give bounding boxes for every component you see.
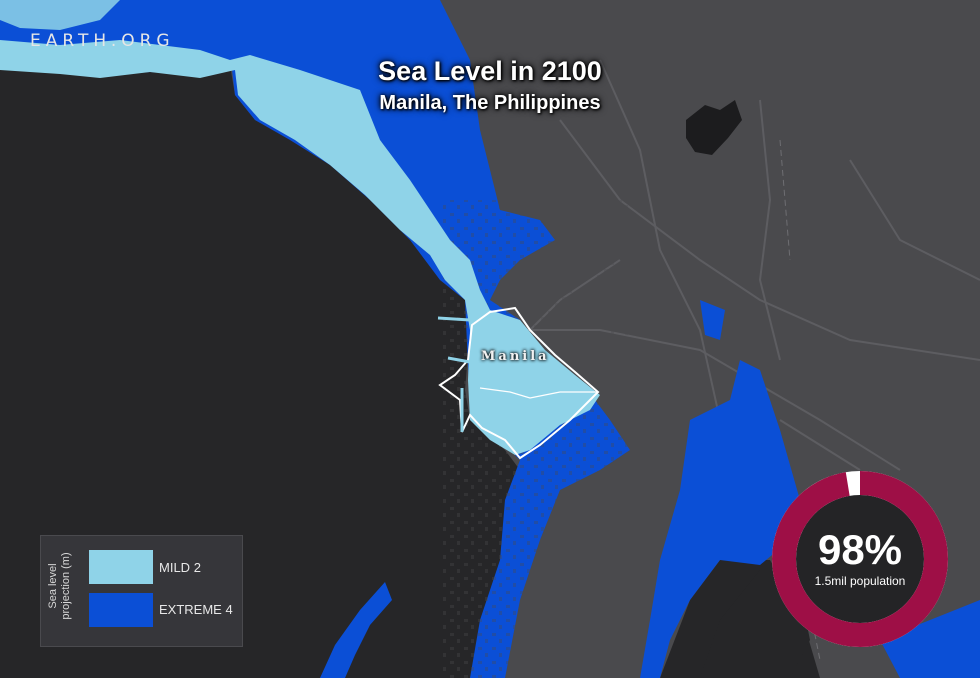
population-gauge: 98% 1.5mil population bbox=[771, 470, 949, 648]
gauge-ring bbox=[772, 471, 948, 647]
legend-mild-value: 2 bbox=[193, 560, 201, 575]
legend-label-mild: MILD 2 bbox=[159, 560, 201, 575]
gauge-caption: 1.5mil population bbox=[814, 574, 906, 588]
legend-axis-label: Sea level projection (m) bbox=[47, 536, 81, 636]
brand-logo: EARTH.ORG bbox=[30, 31, 175, 51]
pasig-river bbox=[479, 387, 598, 399]
legend-swatch-mild bbox=[89, 550, 153, 584]
legend-mild-name: MILD bbox=[159, 560, 191, 575]
mild-flood-zones bbox=[0, 0, 600, 455]
legend-label-extreme: EXTREME 4 bbox=[159, 602, 233, 617]
legend-axis-line2: projection (m) bbox=[60, 552, 72, 620]
manila-boundary bbox=[438, 306, 600, 460]
gauge-percent: 98% bbox=[817, 526, 903, 573]
legend-axis-line1: Sea level bbox=[47, 563, 59, 609]
legend-extreme-value: 4 bbox=[225, 602, 233, 617]
map-subtitle: Manila, The Philippines bbox=[379, 92, 601, 114]
gauge-fill bbox=[772, 471, 948, 647]
port-pier bbox=[437, 316, 471, 432]
legend: Sea level projection (m) MILD 2 EXTREME … bbox=[40, 535, 243, 647]
legend-swatch-extreme bbox=[89, 593, 153, 627]
map-title: Sea Level in 2100 bbox=[378, 56, 602, 86]
reservoir bbox=[686, 100, 742, 155]
city-label-manila: Manila bbox=[481, 349, 550, 364]
gauge-center bbox=[784, 483, 936, 635]
legend-extreme-name: EXTREME bbox=[159, 602, 222, 617]
